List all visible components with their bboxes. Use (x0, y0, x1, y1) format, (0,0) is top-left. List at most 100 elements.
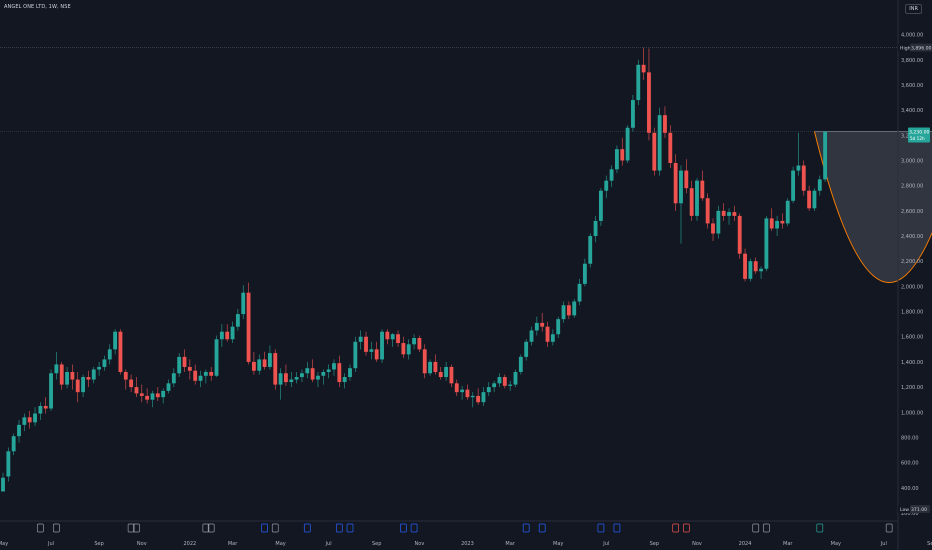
candle-body (764, 218, 769, 269)
candle-body (396, 334, 400, 344)
candle-body (54, 364, 59, 374)
event-marker-box (261, 523, 268, 533)
candle-body (780, 220, 785, 224)
event-marker-box (682, 523, 690, 533)
candle (759, 266, 763, 279)
candle-body (358, 336, 363, 342)
y-tick-label: 4,000.00 (901, 33, 923, 39)
x-tick-label: Jul (880, 541, 887, 547)
candle-body (631, 100, 635, 128)
x-tick-label: Jul (47, 541, 54, 547)
candle (284, 364, 288, 386)
candle-body (807, 190, 812, 209)
candle (614, 145, 619, 174)
candle-body (75, 379, 80, 393)
candle (732, 205, 737, 221)
candle (572, 298, 577, 318)
candle-body (588, 236, 593, 264)
candle (673, 154, 678, 211)
candle (65, 366, 69, 389)
event-marker (816, 523, 824, 533)
event-marker-box (303, 523, 311, 533)
candle-body (321, 371, 326, 376)
event-marker-box (597, 523, 605, 533)
high-label: High (900, 46, 911, 52)
candle (636, 59, 641, 106)
candle-body (332, 363, 336, 370)
candle-body (406, 344, 411, 355)
candle-body (812, 190, 817, 209)
candle (486, 382, 491, 396)
event-marker-box (410, 523, 418, 533)
candle-body (716, 210, 721, 234)
x-tick-label: Sep (94, 541, 103, 547)
event-marker-box (133, 523, 140, 533)
candle (492, 380, 497, 393)
candle-body (582, 263, 587, 284)
candle-body (86, 377, 91, 380)
candle-body (748, 261, 753, 279)
candle (374, 341, 379, 362)
candle (470, 392, 475, 408)
candle-body (791, 170, 796, 201)
candle (433, 354, 438, 375)
candle-body (727, 212, 731, 216)
candle-body (636, 64, 641, 101)
candle (305, 361, 310, 379)
currency-button[interactable]: INR (905, 4, 922, 14)
candle-body (182, 356, 187, 367)
event-marker-box (763, 523, 770, 533)
candle-body (721, 210, 726, 216)
event-marker (207, 523, 215, 533)
candle-body (534, 322, 539, 331)
candle-body (545, 326, 550, 342)
candle (412, 334, 416, 350)
candle (81, 374, 85, 398)
candle (316, 371, 320, 388)
event-marker (885, 523, 893, 533)
candle (727, 208, 731, 225)
candle (566, 301, 571, 320)
candle (476, 388, 481, 405)
event-marker-box (127, 523, 135, 533)
candle (598, 188, 603, 226)
candle (75, 371, 80, 403)
candle-body (193, 370, 198, 381)
candle (396, 330, 400, 347)
event-marker-box (885, 523, 893, 533)
candle-body (27, 417, 32, 423)
candle-body (823, 131, 828, 180)
event-marker-box (53, 523, 60, 533)
low-value-box (910, 505, 930, 513)
candle-body (449, 366, 454, 384)
candle (812, 188, 817, 211)
candle (711, 218, 715, 242)
candle-body (134, 387, 139, 394)
candle-body (657, 115, 662, 171)
candle (268, 345, 272, 370)
candle (177, 353, 182, 378)
candle-body (737, 215, 742, 254)
candle (187, 359, 192, 380)
candle (737, 213, 742, 259)
candle (38, 402, 43, 420)
event-marker (346, 523, 354, 533)
y-tick-label: 1,600.00 (901, 335, 923, 341)
candle-body (695, 180, 699, 216)
chart-title: ANGEL ONE LTD, 1W, NSE (4, 4, 71, 10)
candle-body (310, 368, 315, 380)
candle-body (113, 331, 118, 350)
event-marker-box (613, 523, 621, 533)
event-marker-box (538, 523, 546, 533)
candle-body (59, 364, 64, 385)
candle (540, 312, 545, 332)
candle-body (647, 72, 651, 133)
high-value: 3,896.00 (911, 46, 932, 52)
y-tick-label: 3,800.00 (901, 58, 923, 64)
candle-body (171, 373, 176, 384)
candle-body (369, 349, 374, 352)
x-tick-label: Mar (783, 541, 793, 547)
bar-countdown: 5d 12h (910, 136, 925, 141)
candle (102, 355, 107, 371)
